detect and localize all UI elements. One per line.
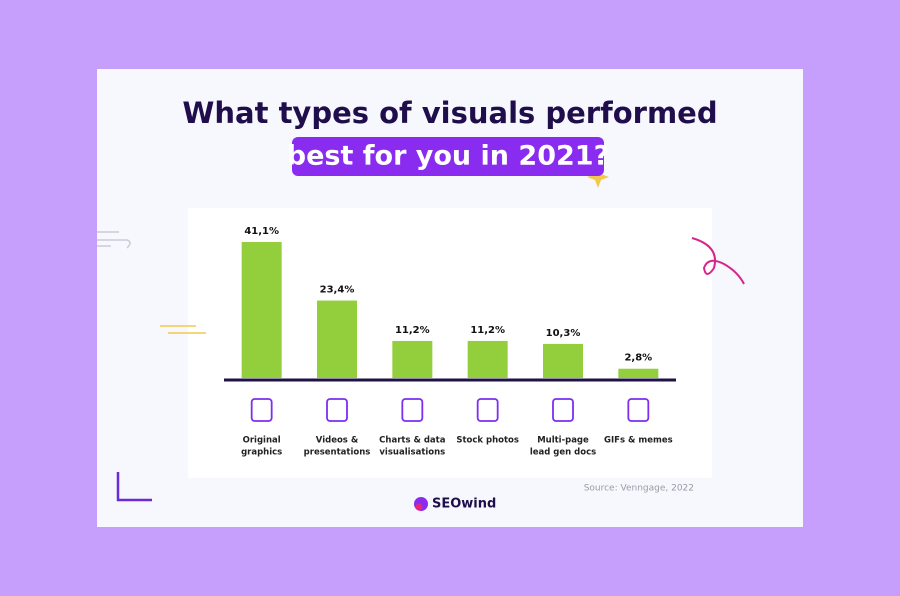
value-label: 2,8% <box>624 353 652 364</box>
sparkle <box>587 166 609 188</box>
chart-title-highlight: best for you in 2021? <box>287 141 609 172</box>
decoration <box>97 231 131 249</box>
bar <box>467 340 508 378</box>
bar <box>241 242 282 378</box>
value-label: 23,4% <box>320 285 355 296</box>
category-icon <box>250 398 273 422</box>
decoration <box>691 237 745 285</box>
value-label: 11,2% <box>395 325 430 336</box>
category-label: Charts & data <box>379 436 446 446</box>
bar <box>618 368 659 378</box>
title-highlight-box <box>292 137 604 176</box>
category-icon <box>326 398 348 422</box>
category-icon <box>401 398 424 422</box>
category-label: Stock photos <box>456 436 519 446</box>
category-icon <box>476 398 499 422</box>
category-label: graphics <box>241 448 282 458</box>
decoration <box>160 325 206 334</box>
chart-title: What types of visuals performed <box>182 96 717 130</box>
decoration <box>116 472 152 502</box>
category-label: Multi-page <box>537 436 589 446</box>
brand: SEOwind <box>432 497 496 512</box>
bar <box>317 300 357 378</box>
value-label: 11,2% <box>470 325 505 336</box>
category-label: lead gen docs <box>530 448 596 458</box>
category-label: visualisations <box>379 448 445 458</box>
category-label: presentations <box>304 448 371 458</box>
category-label: Original <box>243 436 281 446</box>
source: Source: Venngage, 2022 <box>584 484 694 494</box>
bar <box>392 340 433 378</box>
category-icon <box>627 398 650 422</box>
category-icon <box>552 398 574 422</box>
bar <box>543 343 583 378</box>
value-label: 10,3% <box>546 328 581 339</box>
category-label: Videos & <box>316 436 359 446</box>
category-label: GIFs & memes <box>604 436 673 446</box>
brand-logo <box>415 503 423 511</box>
value-label: 41,1% <box>244 226 279 237</box>
